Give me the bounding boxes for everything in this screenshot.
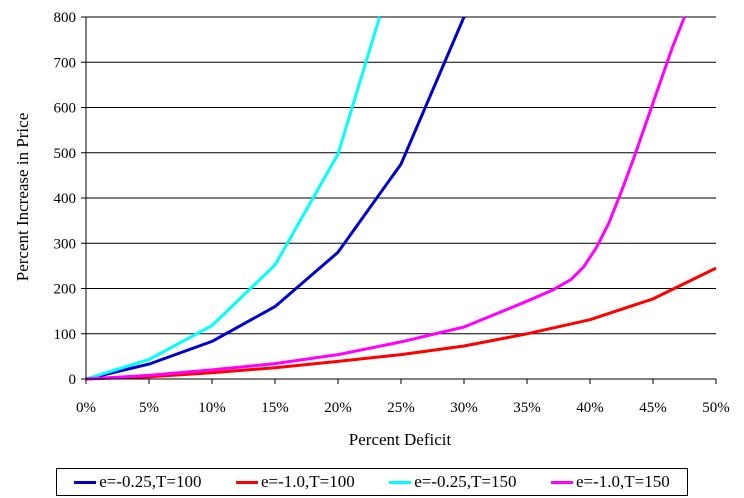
series-line-1	[85, 16, 466, 381]
y-tick-label: 500	[54, 146, 77, 162]
y-tick-label: 300	[54, 236, 77, 252]
y-axis-title: Percent Increase in Price	[13, 113, 32, 282]
tick-labels: 0 100 200 300 400 500 600 700 800 0% 5% 10% 15% 20% 25…	[54, 10, 730, 416]
legend-swatch	[74, 480, 97, 484]
x-tick-label: 15%	[261, 400, 289, 416]
legend-label: e=-0.25,T=100	[99, 472, 202, 491]
y-tick-label: 100	[54, 327, 77, 343]
line-chart: 0 100 200 300 400 500 600 700 800 0% 5% 10% 15% 20% 25…	[13, 10, 730, 449]
legend-swatch	[235, 480, 258, 484]
series-line-3	[85, 16, 382, 381]
x-tick-label: 35%	[513, 400, 541, 416]
series-line-2	[85, 266, 717, 381]
legend-label: e=-1.0,T=100	[260, 472, 355, 491]
y-tick-label: 400	[54, 191, 77, 207]
x-tick-label: 5%	[139, 400, 159, 416]
x-tick-label: 50%	[702, 400, 730, 416]
y-tick-label: 800	[54, 10, 77, 26]
legend-swatch	[550, 480, 573, 484]
axes	[81, 16, 717, 384]
x-tick-label: 45%	[639, 400, 667, 416]
legend-label: e=-1.0,T=150	[575, 472, 670, 491]
x-axis-title: Percent Deficit	[349, 430, 452, 449]
legend-swatch	[389, 480, 412, 484]
x-tick-label: 30%	[450, 400, 478, 416]
legend: e=-0.25,T=100 e=-1.0,T=100 e=-0.25,T=150 e=…	[56, 468, 688, 496]
legend-item-1: e=-0.25,T=100	[74, 472, 202, 492]
x-tick-label: 25%	[387, 400, 415, 416]
legend-label: e=-0.25,T=150	[414, 472, 517, 491]
series-line-4	[85, 16, 686, 381]
legend-item-4: e=-1.0,T=150	[550, 472, 670, 492]
x-tick-label: 10%	[198, 400, 226, 416]
y-tick-label: 200	[54, 282, 77, 298]
x-tick-label: 20%	[324, 400, 352, 416]
series-lines	[85, 16, 717, 381]
y-tick-label: 0	[69, 372, 77, 388]
y-tick-label: 600	[54, 101, 77, 117]
legend-item-2: e=-1.0,T=100	[235, 472, 355, 492]
x-tick-label: 0%	[76, 400, 96, 416]
gridlines	[86, 16, 716, 335]
legend-item-3: e=-0.25,T=150	[389, 472, 517, 492]
y-tick-label: 700	[54, 55, 77, 71]
x-tick-label: 40%	[576, 400, 604, 416]
